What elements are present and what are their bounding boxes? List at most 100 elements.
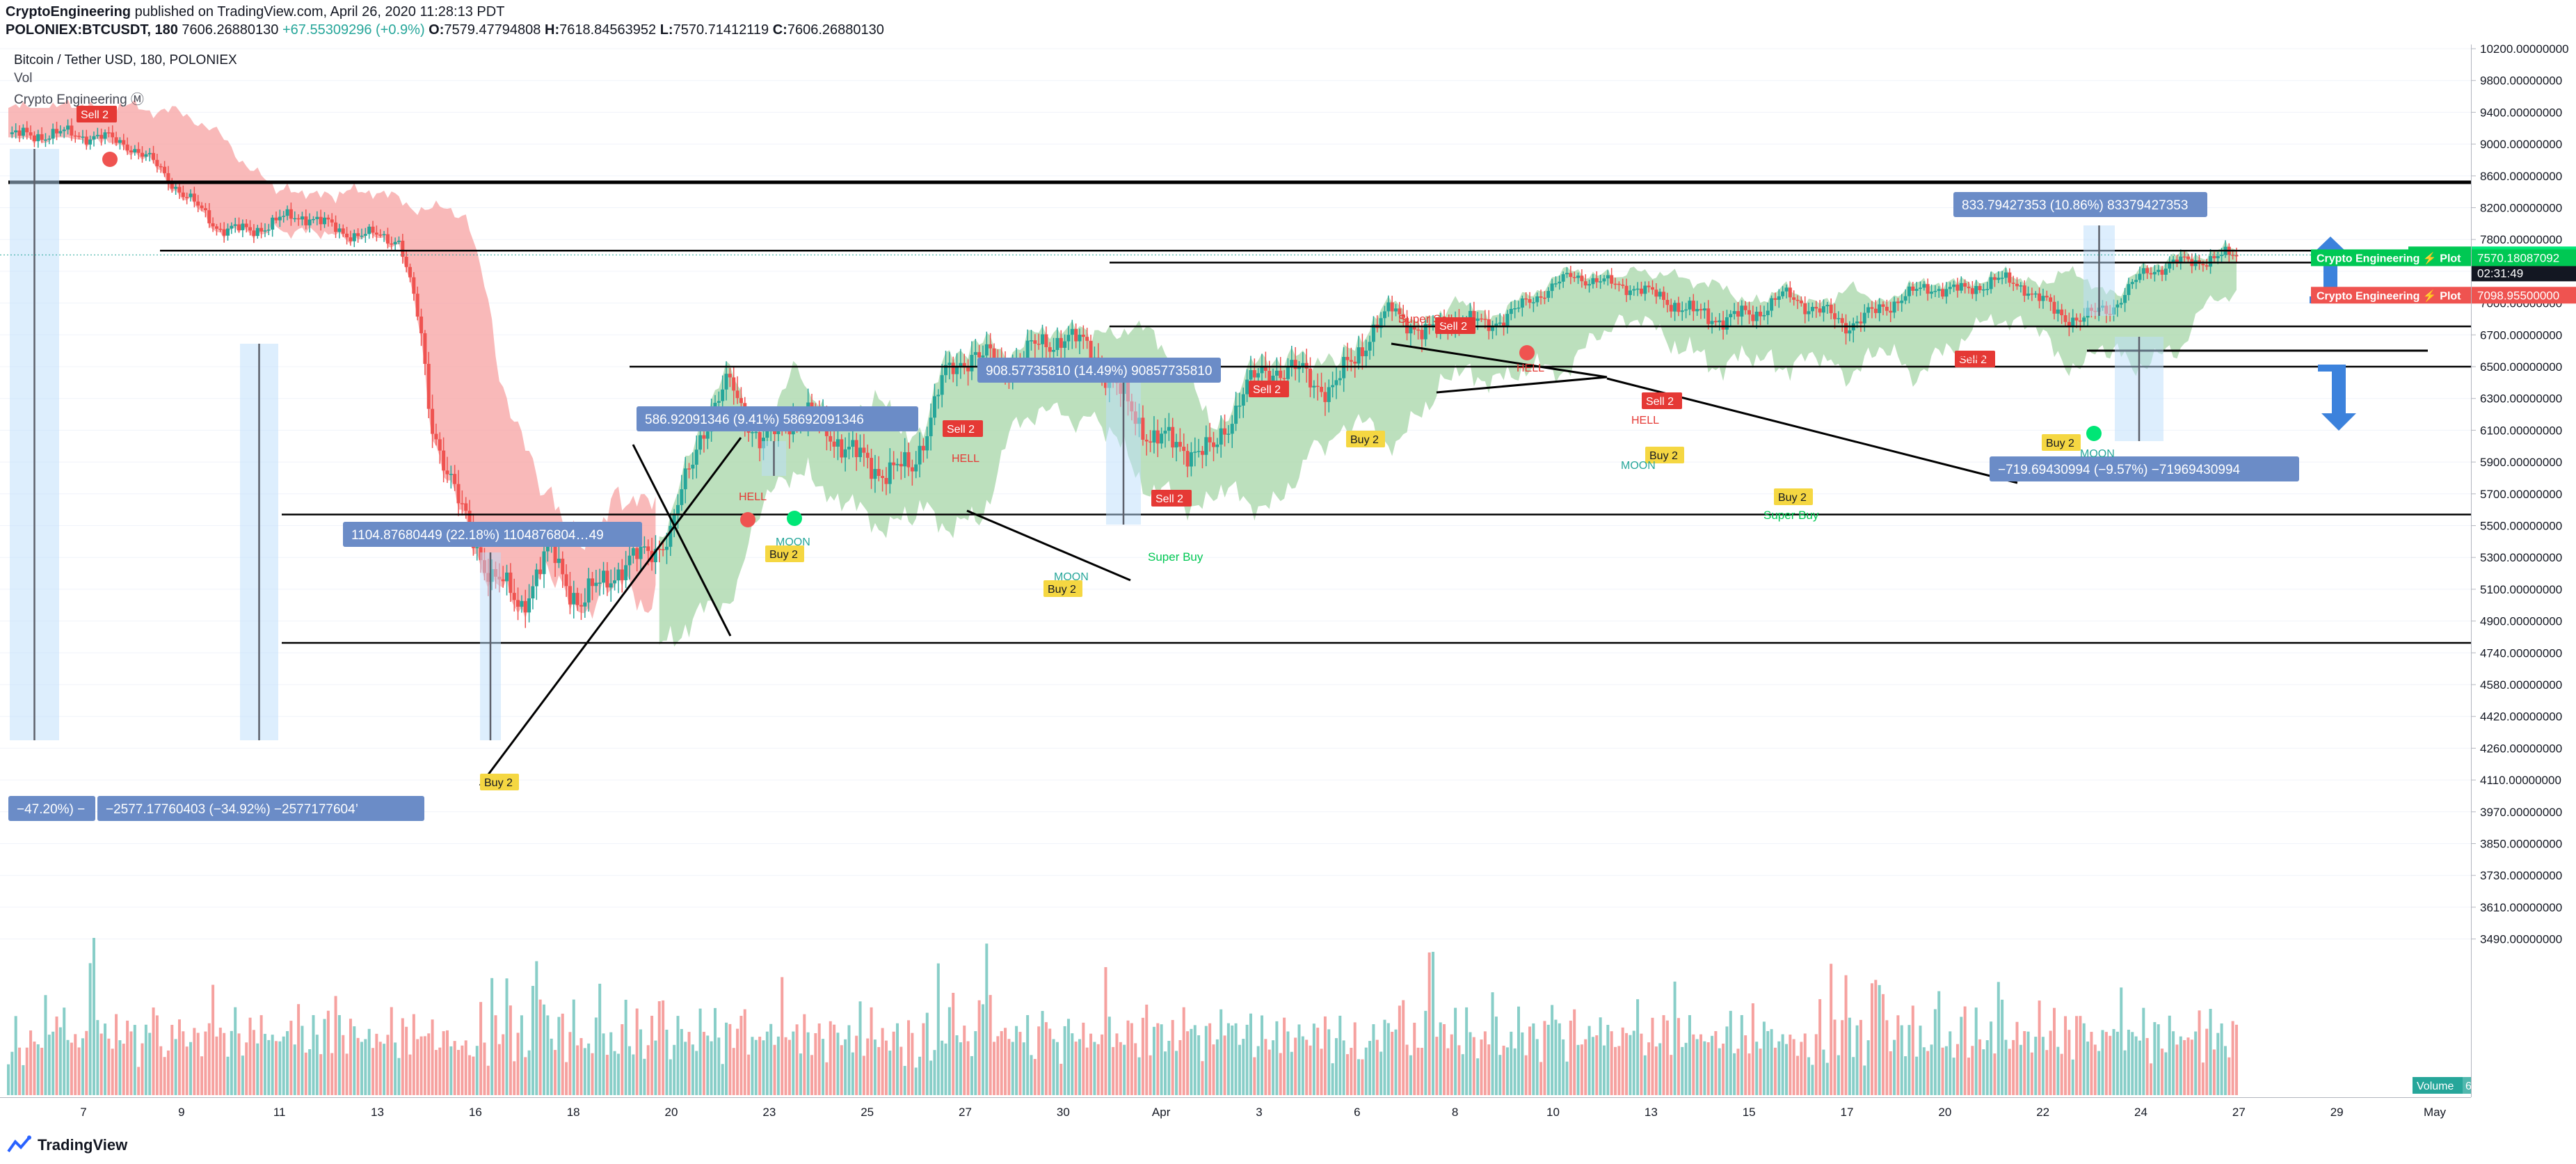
time-axis[interactable]: 7 9 11 13 16 18 20 23 25 27 30 Apr 3 6 8 10 13 15 17 20 22 24… [0,1097,2471,1126]
volume-bar [2172,1031,2175,1095]
candle-body [1208,437,1212,443]
candle-body [2127,284,2131,296]
plot1-label-box [2311,249,2471,266]
volume-bar [1665,1020,1669,1095]
candle-body [1989,277,1993,289]
candle-body [1331,385,1335,388]
volume-bar [1323,1016,1327,1095]
candle-body [1052,349,1056,352]
volume-bar [710,1041,713,1095]
volume-bar [1789,1035,1792,1095]
candle-body [1658,292,1662,297]
volume-bar [765,1031,769,1095]
volume-bar [1101,1034,1104,1095]
price-tick-label: 5100.00000000 [2480,583,2562,596]
volume-bar [1848,1017,1851,1095]
volume-bar [2157,1024,2160,1095]
volume-bar [1974,1007,1978,1095]
volume-bar [1494,1016,1498,1095]
volume-bar [2071,1059,2074,1095]
volume-bar [2056,1046,2060,1095]
candle-body [1160,433,1164,444]
volume-bar [412,1014,415,1095]
candle-body [274,217,278,221]
volume-bar [1424,1010,1427,1095]
volume-bar [479,1002,483,1095]
volume-bar [2168,1015,2171,1095]
candle-body [694,449,698,465]
volume-bar [1011,1042,1014,1095]
candle-body [1967,286,1971,289]
volume-bar [1781,1034,1784,1095]
measure-tag-text: −719.69430994 (−9.57%) −71969430994 [1998,463,2241,477]
volume-bar [594,1017,598,1095]
price-chart[interactable]: −47.20%) − −2577.17760403 (−34.92%) −2577… [0,45,2481,1097]
volume-bar [907,1020,911,1095]
volume-bar [1636,999,1640,1095]
time-axis-scale[interactable]: 7 9 11 13 16 18 20 23 25 27 30 Apr 3 6 8 10 13 15 17 20 22 24… [0,1098,2471,1126]
candle-body [2119,303,2123,305]
volume-bar [1546,1024,1550,1095]
candle-body [177,186,182,193]
price-axis[interactable]: 10200.00000000 9800.00000000 9400.00000000… [2471,42,2576,1097]
volume-bar [416,1039,419,1095]
volume-bar [2235,1024,2238,1095]
volume-bar [252,1030,255,1095]
candle-body [2071,317,2075,326]
candle-body [918,445,922,465]
volume-bar [85,1030,88,1095]
candle-body [1695,309,1699,312]
volume-bar [721,1064,724,1095]
tradingview-logo[interactable]: TradingView [7,1133,181,1156]
series-legend-title[interactable]: Bitcoin / Tether USD, 180, POLONIEX [14,53,237,67]
candle-body [1610,275,1614,284]
volume-bar [1055,1042,1059,1095]
candle-body [1963,282,1967,287]
volume-bar [587,1043,591,1095]
volume-bar [643,1058,646,1095]
candle-body [363,234,367,236]
candle-body [959,362,963,366]
candle-body [289,209,293,219]
candle-body [1219,428,1223,445]
indicator-legend[interactable]: Crypto Engineering Ⓜ [14,93,144,107]
author-name[interactable]: CryptoEngineering [6,4,131,19]
candle-body [181,192,185,198]
volume-bar [1063,1026,1066,1095]
volume-bar [695,1051,698,1095]
candle-body [1078,335,1082,342]
open-label: O: [429,22,445,38]
volume-bar [1267,1049,1271,1095]
volume-bar [1093,1042,1096,1095]
candle-body [1743,305,1747,310]
candle-body [1840,318,1844,324]
candle-body [2041,296,2045,301]
volume-bar [36,1044,40,1095]
volume-bar [271,1035,274,1095]
volume-bar [1792,1039,1795,1095]
volume-bar [989,995,992,1095]
volume-bar [925,1012,929,1095]
volume-bar [844,1039,847,1095]
volume-bar [572,999,575,1095]
volume-bar [196,1033,200,1095]
volume-bar [2227,1057,2231,1095]
volume-bar [1874,980,1878,1095]
buy-signal-box [480,774,519,790]
candle-body [141,152,145,157]
candle-body [415,294,419,317]
volume-bar [1915,1056,1919,1095]
volume-bar [2190,1039,2193,1095]
sell-signal-text: Sell 2 [1155,493,1183,505]
volume-bar [170,1025,174,1095]
candle-body [1327,387,1331,402]
volume-bar [1160,1024,1163,1095]
trend-line [966,509,1131,582]
candle-body [401,240,405,257]
volume-legend[interactable]: Vol [14,71,33,86]
chart-pane[interactable]: −47.20%) − −2577.17760403 (−34.92%) −2577… [0,45,2481,1097]
price-axis-scale[interactable]: 10200.00000000 9800.00000000 9400.00000000… [2472,42,2576,1097]
candle-body [214,226,218,229]
volume-bar [1985,1040,1989,1095]
price-tick-label: 6300.00000000 [2480,392,2562,406]
